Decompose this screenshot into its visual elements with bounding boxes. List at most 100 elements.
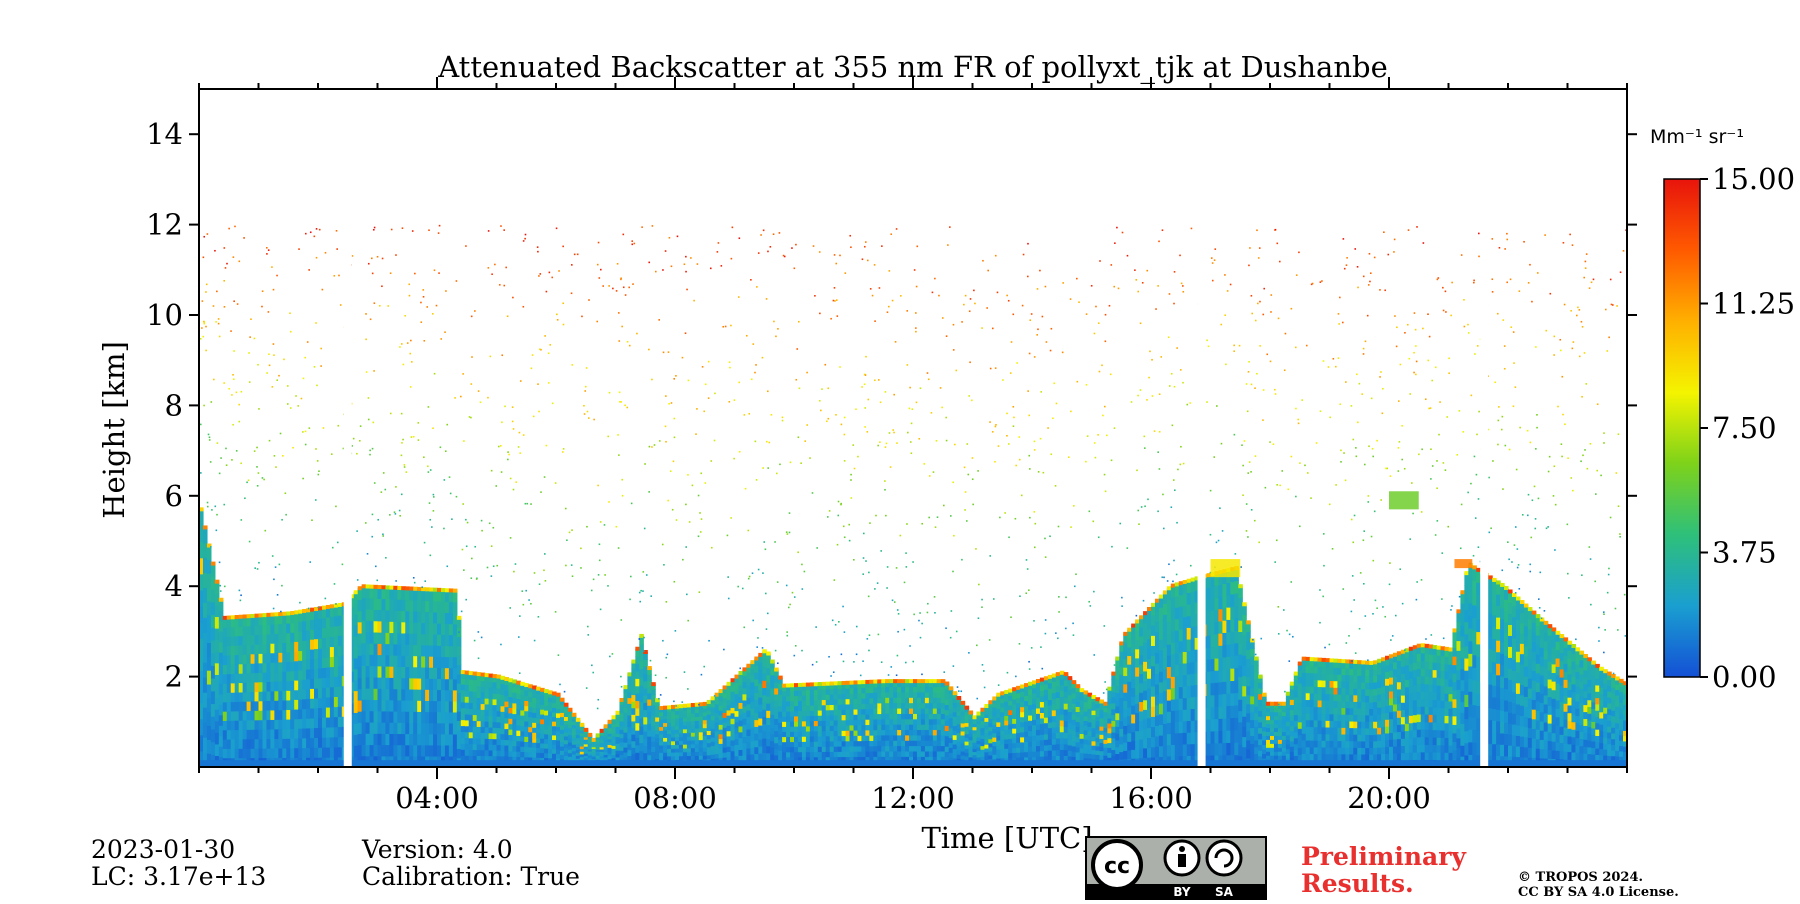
heatmap-cell xyxy=(1008,757,1013,763)
heatmap-cell xyxy=(302,718,307,729)
heatmap-cell xyxy=(480,720,486,728)
heatmap-cell xyxy=(722,737,728,743)
heatmap-cell xyxy=(484,709,490,716)
heatmap-cell xyxy=(1242,614,1247,626)
layer-top-cell xyxy=(1341,659,1346,664)
heatmap-cell xyxy=(928,713,934,720)
heatmap-cell xyxy=(639,685,644,694)
heatmap-cell xyxy=(246,616,252,627)
heatmap-cell xyxy=(1309,726,1315,734)
heatmap-cell xyxy=(746,716,751,724)
heatmap-cell xyxy=(452,678,458,691)
heatmap-cell xyxy=(1119,736,1124,745)
heatmap-cell xyxy=(988,702,993,707)
heatmap-cell xyxy=(1012,747,1017,754)
heatmap-cell xyxy=(651,751,656,758)
heatmap-cell xyxy=(1277,707,1283,713)
heatmap-cell xyxy=(1004,743,1009,749)
heatmap-cell xyxy=(373,654,379,667)
heatmap-cell xyxy=(1277,755,1283,760)
heatmap-cell xyxy=(1004,738,1009,745)
heatmap-cell xyxy=(913,756,918,763)
heatmap-cell xyxy=(1091,723,1097,729)
heatmap-cell xyxy=(809,699,815,706)
heatmap-cell xyxy=(1313,699,1319,708)
heatmap-cell xyxy=(928,686,934,693)
heatmap-cell xyxy=(1301,665,1307,673)
heatmap-cell xyxy=(909,745,914,752)
heatmap-cell xyxy=(349,617,355,629)
heatmap-cell xyxy=(1313,679,1319,687)
heatmap-cell xyxy=(825,714,831,721)
heatmap-cell xyxy=(591,758,597,761)
heatmap-cell xyxy=(655,741,660,747)
heatmap-cell xyxy=(968,756,974,761)
layer-top-cell xyxy=(762,649,767,654)
heatmap-cell xyxy=(1218,608,1223,622)
heatmap-cell xyxy=(643,659,648,667)
heatmap-cell xyxy=(413,689,418,701)
heatmap-cell xyxy=(647,711,652,719)
heatmap-cell xyxy=(484,726,490,734)
heatmap-cell xyxy=(1111,702,1116,710)
heatmap-cell xyxy=(1016,722,1021,729)
heatmap-cell xyxy=(361,687,367,700)
layer-top-cell xyxy=(294,610,299,615)
heatmap-cell xyxy=(1063,703,1069,710)
heatmap-cell xyxy=(651,746,656,753)
heatmap-cell xyxy=(1008,738,1013,744)
heatmap-cell xyxy=(385,677,390,690)
heatmap-cell xyxy=(353,635,359,648)
heatmap-cell xyxy=(310,747,315,758)
heatmap-cell xyxy=(218,641,224,653)
heatmap-cell xyxy=(778,750,783,757)
heatmap-cell xyxy=(1325,713,1331,721)
heatmap-cell xyxy=(1190,591,1196,604)
heatmap-cell xyxy=(365,721,371,734)
heatmap-cell xyxy=(1051,721,1057,728)
heatmap-cell xyxy=(318,657,323,669)
heatmap-cell xyxy=(1353,681,1358,689)
heatmap-cell xyxy=(643,695,648,703)
heatmap-cell xyxy=(734,721,740,729)
heatmap-cell xyxy=(1083,711,1089,717)
heatmap-cell xyxy=(889,718,894,725)
layer-top-cell xyxy=(325,604,331,609)
heatmap-cell xyxy=(845,709,851,715)
heatmap-cell xyxy=(726,725,732,732)
heatmap-cell xyxy=(1281,751,1287,756)
heatmap-cell xyxy=(849,735,855,742)
heatmap-cell xyxy=(1087,735,1093,741)
heatmap-cell xyxy=(460,683,466,691)
heatmap-cell xyxy=(433,645,438,657)
heatmap-cell xyxy=(988,706,993,711)
heatmap-cell xyxy=(996,753,1001,759)
heatmap-cell xyxy=(992,698,997,704)
heatmap-cell xyxy=(885,718,890,725)
heatmap-cell xyxy=(1147,648,1152,659)
heatmap-cell xyxy=(556,721,561,727)
heatmap-cell xyxy=(1103,739,1108,744)
heatmap-cell xyxy=(845,745,851,752)
heatmap-cell xyxy=(1313,740,1319,748)
heatmap-cell xyxy=(488,692,494,700)
heatmap-cell xyxy=(805,720,811,727)
heatmap-cell xyxy=(556,735,561,741)
heatmap-cell xyxy=(1281,743,1287,748)
heatmap-cell xyxy=(1186,615,1192,628)
heatmap-cell xyxy=(936,750,942,757)
heatmap-cell xyxy=(766,660,771,669)
heatmap-cell xyxy=(1035,750,1041,757)
layer-top-cell xyxy=(548,690,553,695)
heatmap-cell xyxy=(1182,616,1188,629)
heatmap-cell xyxy=(488,749,494,757)
heatmap-cell xyxy=(948,732,954,739)
heatmap-cell xyxy=(563,751,569,756)
heatmap-cell xyxy=(1258,727,1263,734)
heatmap-cell xyxy=(1317,740,1323,748)
heatmap-cell xyxy=(1206,659,1212,672)
heatmap-cell xyxy=(270,633,275,644)
heatmap-cell xyxy=(234,710,240,721)
heatmap-cell xyxy=(421,622,426,635)
heatmap-cell xyxy=(492,704,498,711)
